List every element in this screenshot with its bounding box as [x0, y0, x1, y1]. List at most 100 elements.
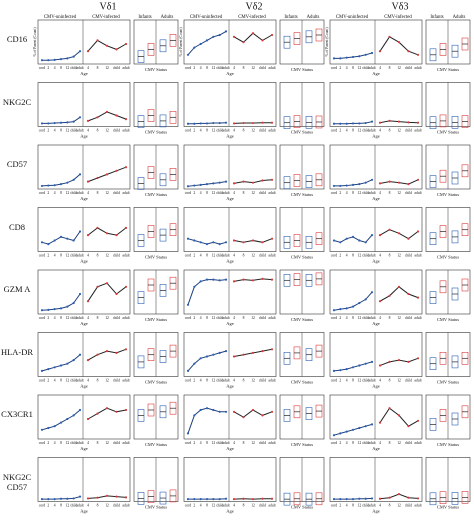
x-tick-label: child	[362, 191, 369, 195]
x-tick-label: 12	[212, 503, 216, 507]
line-panel-frame	[183, 207, 277, 252]
x-tick-label: child	[405, 191, 412, 195]
x-tick-label: 8	[389, 378, 391, 382]
data-point	[351, 55, 355, 59]
data-point	[351, 498, 355, 501]
data-point	[193, 122, 196, 125]
data-point	[186, 122, 190, 125]
x-tick-label: child	[405, 441, 412, 445]
x-tick-label: cord	[185, 191, 192, 195]
x-tick-label: 4	[379, 66, 381, 70]
data-point	[72, 239, 75, 242]
x-tick-label: cord	[39, 253, 46, 257]
data-point	[358, 497, 361, 500]
data-point	[378, 364, 382, 367]
line-panel-frame	[37, 394, 131, 440]
data-point	[370, 423, 374, 426]
x-tick-label: 8	[206, 316, 208, 320]
data-point	[339, 184, 342, 188]
line-panel-frame	[183, 269, 277, 315]
column-title: Vδ2	[246, 1, 263, 12]
x-tick-label: cord	[185, 253, 192, 257]
data-point	[212, 353, 215, 356]
x-axis-label: Age	[372, 259, 380, 264]
data-point	[232, 122, 236, 125]
data-point	[270, 278, 274, 281]
x-tick-label: adult	[122, 503, 129, 507]
x-tick-label: 12	[66, 503, 70, 507]
x-tick-label: cord	[39, 316, 46, 320]
data-point	[199, 122, 202, 125]
data-point	[66, 181, 69, 184]
x-tick-label: adult	[122, 316, 129, 320]
x-tick-label: 4	[346, 316, 348, 320]
x-tick-label: cord	[185, 316, 192, 320]
x-tick-label: 8	[352, 191, 354, 195]
data-point	[105, 407, 109, 410]
box-axis-label: CMV Status	[145, 505, 168, 510]
data-point	[364, 241, 367, 244]
data-point	[388, 119, 391, 122]
data-point	[218, 243, 221, 246]
x-tick-label: 4	[54, 253, 56, 257]
data-point	[53, 308, 56, 311]
x-tick-label: adult	[122, 253, 129, 257]
x-tick-label: 8	[206, 503, 208, 507]
y-axis-label: % of Parent (Count)	[179, 27, 183, 57]
x-tick-label: child	[70, 191, 77, 195]
x-tick-label: 2	[193, 441, 195, 445]
x-tick-label: 4	[54, 66, 56, 70]
data-point	[270, 121, 274, 124]
trend-line	[379, 286, 419, 302]
data-point	[261, 350, 264, 353]
x-tick-label: 4	[200, 128, 202, 132]
data-point	[115, 410, 118, 413]
line-panel-frame	[329, 394, 423, 440]
data-point	[388, 496, 391, 499]
trend-line	[87, 111, 127, 122]
x-tick-label: child	[259, 66, 266, 70]
x-tick-label: adult	[76, 191, 83, 195]
data-point	[186, 237, 190, 240]
data-point	[358, 122, 361, 125]
x-tick-label: adult	[268, 378, 275, 382]
x-tick-label: adult	[222, 316, 229, 320]
data-point	[388, 407, 391, 410]
data-point	[218, 279, 221, 282]
line-panel-frame	[183, 144, 277, 190]
data-point	[358, 301, 361, 305]
x-tick-label: 2	[339, 66, 341, 70]
data-point	[193, 46, 196, 49]
data-point	[59, 307, 63, 310]
data-point	[242, 416, 245, 419]
x-tick-label: 8	[97, 503, 99, 507]
x-tick-label: 2	[193, 128, 195, 132]
line-panel-frame	[329, 457, 423, 502]
data-point	[364, 298, 367, 301]
x-tick-label: 12	[251, 253, 255, 257]
data-point	[66, 57, 69, 60]
data-point	[370, 234, 374, 237]
data-point	[251, 498, 255, 501]
x-tick-label: child	[113, 378, 120, 382]
data-point	[388, 228, 391, 231]
line-panel-frame	[183, 394, 277, 440]
x-tick-label: adult	[268, 503, 275, 507]
box-axis-label: CMV Status	[145, 192, 168, 197]
x-tick-label: child	[216, 191, 223, 195]
data-point	[345, 56, 348, 59]
x-tick-label: 2	[193, 253, 195, 257]
x-tick-label: child	[405, 128, 412, 132]
data-point	[66, 417, 69, 421]
x-tick-label: child	[405, 316, 412, 320]
data-point	[66, 362, 69, 365]
x-tick-label: adult	[76, 128, 83, 132]
x-tick-label: child	[259, 253, 266, 257]
data-point	[218, 181, 221, 184]
line-panel-frame	[37, 82, 131, 127]
data-point	[205, 122, 209, 125]
x-tick-label: 8	[97, 316, 99, 320]
x-axis-label: Age	[226, 321, 234, 326]
line-panel-frame	[329, 144, 423, 190]
x-axis-label: Age	[226, 259, 234, 264]
